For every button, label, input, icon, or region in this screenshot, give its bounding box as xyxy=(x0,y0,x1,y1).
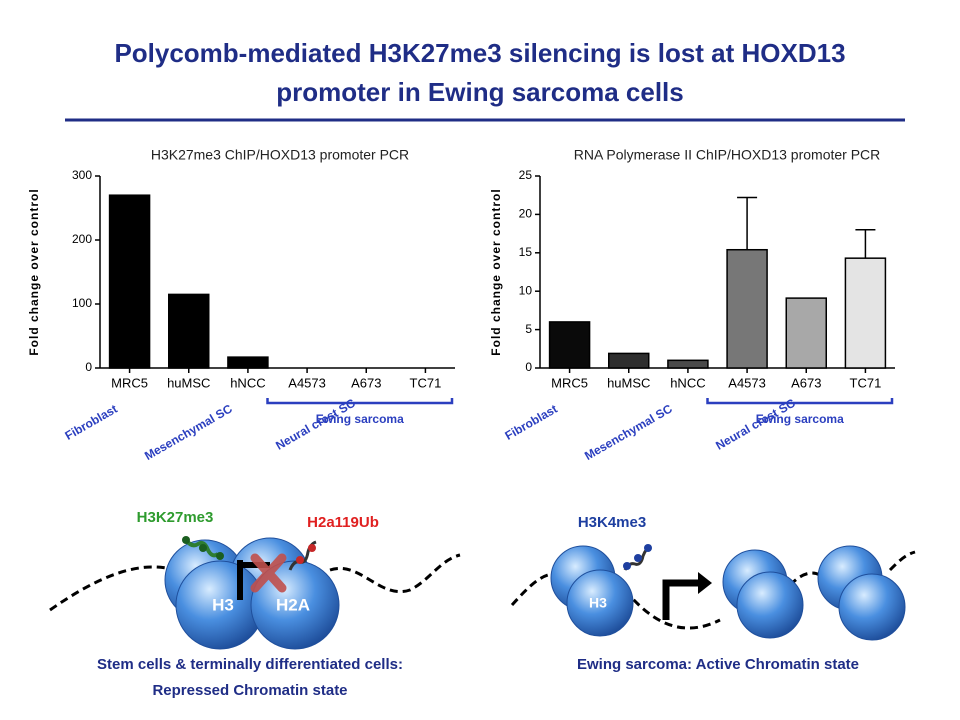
y-axis-label: Fold change over control xyxy=(489,188,503,355)
group-label: Ewing sarcoma xyxy=(316,412,404,426)
slide-title: Polycomb-mediated H3K27me3 silencing is … xyxy=(114,38,845,68)
x-tick-label: TC71 xyxy=(850,375,882,390)
cell-type-label: Mesenchymal SC xyxy=(142,401,235,463)
bar xyxy=(667,359,709,369)
mark-label: H3K27me3 xyxy=(137,509,214,526)
mark-label: H3K4me3 xyxy=(578,514,646,531)
histone-label: H3 xyxy=(589,595,607,611)
x-tick-label: huMSC xyxy=(607,375,650,390)
repressed-diagram xyxy=(49,536,461,650)
x-tick-label: A673 xyxy=(351,375,381,390)
caption: Ewing sarcoma: Active Chromatin state xyxy=(577,656,859,673)
y-tick-label: 5 xyxy=(525,322,532,336)
x-tick-label: huMSC xyxy=(167,375,210,390)
caption: Repressed Chromatin state xyxy=(152,682,347,699)
mark-label: H2a119Ub xyxy=(307,514,379,531)
cell-type-label: Fibroblast xyxy=(503,402,560,443)
bar xyxy=(608,352,650,369)
bar xyxy=(168,293,210,369)
bar xyxy=(844,257,887,369)
x-tick-label: TC71 xyxy=(410,375,442,390)
cell-type-label: Fibroblast xyxy=(63,402,120,443)
chart-title: RNA Polymerase II ChIP/HOXD13 promoter P… xyxy=(574,147,881,163)
group-label: Ewing sarcoma xyxy=(756,412,844,426)
y-tick-label: 0 xyxy=(85,360,92,374)
bar xyxy=(227,356,269,369)
x-tick-label: hNCC xyxy=(230,375,265,390)
y-axis-label: Fold change over control xyxy=(27,188,41,355)
y-tick-label: 200 xyxy=(72,232,92,246)
group-bracket xyxy=(706,398,894,405)
y-tick-label: 25 xyxy=(519,168,533,182)
x-tick-label: A4573 xyxy=(288,375,326,390)
bar xyxy=(108,194,151,369)
active-diagram xyxy=(510,544,916,641)
y-tick-label: 100 xyxy=(72,296,92,310)
x-tick-label: hNCC xyxy=(670,375,705,390)
bar xyxy=(785,297,827,369)
group-bracket xyxy=(266,398,454,405)
x-tick-label: MRC5 xyxy=(551,375,588,390)
histone-label: H2A xyxy=(276,595,310,614)
bar xyxy=(726,248,768,369)
x-tick-label: MRC5 xyxy=(111,375,148,390)
slide-title: promoter in Ewing sarcoma cells xyxy=(276,77,683,107)
y-tick-label: 20 xyxy=(519,207,533,221)
x-tick-label: A673 xyxy=(791,375,821,390)
chart-title: H3K27me3 ChIP/HOXD13 promoter PCR xyxy=(151,147,409,163)
error-bar xyxy=(737,196,758,250)
histone-label: H3 xyxy=(212,595,234,614)
y-tick-label: 0 xyxy=(525,360,532,374)
y-tick-label: 10 xyxy=(519,283,533,297)
y-tick-label: 300 xyxy=(72,168,92,182)
caption: Stem cells & terminally differentiated c… xyxy=(97,656,403,673)
error-bar xyxy=(855,229,876,259)
x-tick-label: A4573 xyxy=(728,375,766,390)
bar xyxy=(548,321,591,369)
y-tick-label: 15 xyxy=(519,245,533,259)
cell-type-label: Mesenchymal SC xyxy=(582,401,675,463)
